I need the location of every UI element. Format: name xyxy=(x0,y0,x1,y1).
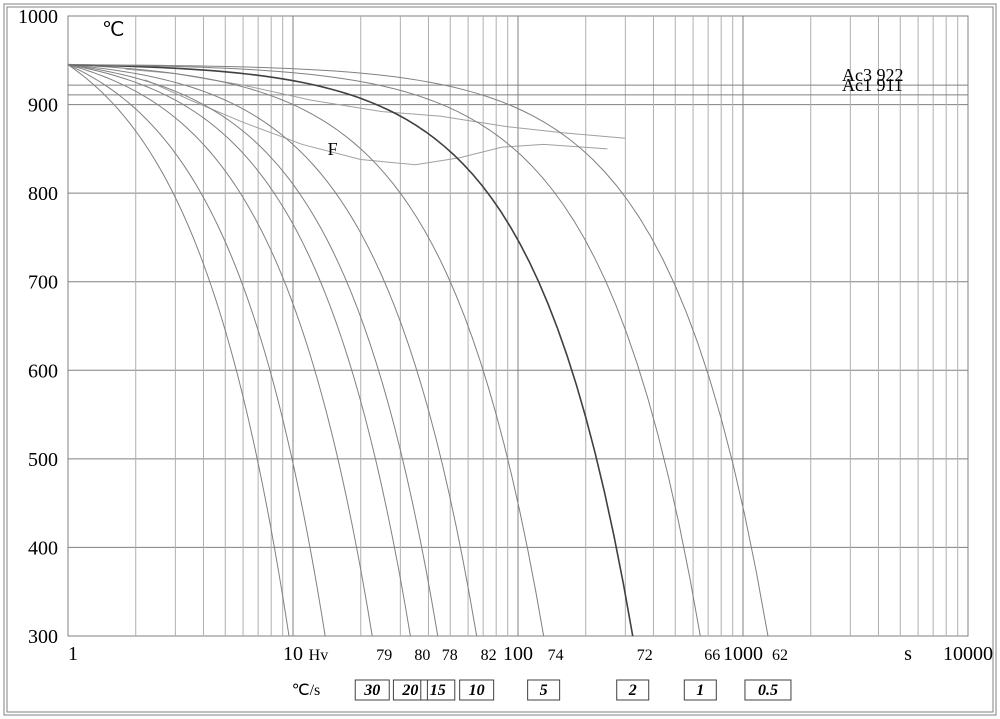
zone-label: F xyxy=(328,139,338,159)
hv-value: 74 xyxy=(548,647,564,664)
hv-value: 66 xyxy=(704,647,720,664)
rate-unit-label: ℃/s xyxy=(292,682,321,699)
rate-box-text: 15 xyxy=(430,682,446,699)
hv-value: 79 xyxy=(376,647,392,664)
ferrite-lower xyxy=(145,80,607,165)
hv-label: Hv xyxy=(309,647,329,664)
y-tick-label: 900 xyxy=(28,95,58,117)
cooling-curve xyxy=(68,65,633,636)
rate-box-text: 30 xyxy=(363,682,380,699)
hv-value: 80 xyxy=(414,647,430,664)
y-tick-label: 400 xyxy=(28,537,58,559)
cooling-curve xyxy=(68,65,410,636)
y-unit-label: ℃ xyxy=(102,19,124,41)
ref-line-label: Ac1 911 xyxy=(842,75,903,95)
y-tick-label: 1000 xyxy=(18,6,58,28)
y-tick-label: 500 xyxy=(28,449,58,471)
cooling-curve xyxy=(68,65,700,636)
cct-chart: 300 400 500 600 700 800 900 1000 ℃ 1 10 100 1000 1000… xyxy=(0,0,1000,719)
hv-value: 78 xyxy=(442,647,458,664)
x-unit-label: s xyxy=(904,643,912,665)
hv-value: 72 xyxy=(637,647,653,664)
outer-frame xyxy=(4,4,996,715)
cooling-curve xyxy=(68,65,477,636)
x-tick-label: 1 xyxy=(68,643,78,665)
outer-frame-inner xyxy=(7,7,993,712)
cooling-curve xyxy=(68,65,438,636)
hv-value: 82 xyxy=(481,647,497,664)
y-tick-label: 800 xyxy=(28,183,58,205)
hv-value: 62 xyxy=(772,647,788,664)
rate-box-text: 1 xyxy=(696,682,704,699)
cooling-curve xyxy=(68,65,325,636)
x-tick-label: 10000 xyxy=(943,643,993,665)
rate-box-text: 20 xyxy=(401,682,418,699)
rate-box-text: 10 xyxy=(469,682,485,699)
x-tick-label: 10 xyxy=(283,643,303,665)
rate-box-text: 2 xyxy=(628,682,637,699)
rate-box-text: 0.5 xyxy=(758,682,778,699)
y-tick-label: 600 xyxy=(28,360,58,382)
cooling-curve xyxy=(68,65,289,636)
chart-svg: 300 400 500 600 700 800 900 1000 ℃ 1 10 100 1000 1000… xyxy=(0,0,1000,719)
x-tick-label: 1000 xyxy=(723,643,763,665)
rate-box-text: 5 xyxy=(540,682,548,699)
y-tick-label: 700 xyxy=(28,272,58,294)
y-tick-label: 300 xyxy=(28,626,58,648)
x-tick-label: 100 xyxy=(503,643,533,665)
cooling-curve xyxy=(68,65,544,636)
